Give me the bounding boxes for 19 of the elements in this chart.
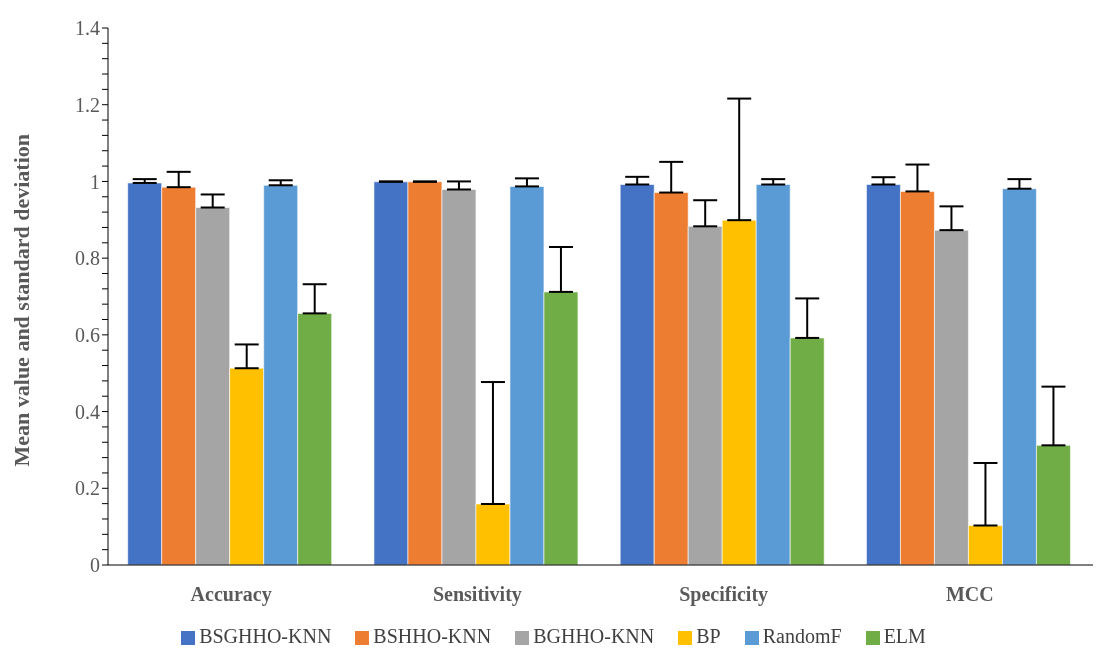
y-tick-label: 0.4 — [75, 400, 100, 423]
legend-label: BGHHO-KNN — [533, 625, 655, 647]
legend-label: BSGHHO-KNN — [199, 625, 332, 647]
legend-label: BSHHO-KNN — [373, 625, 492, 647]
y-tick-label: 0.8 — [75, 247, 100, 270]
y-tick-label: 1 — [90, 170, 100, 193]
x-tick-label: Sensitivity — [432, 583, 522, 607]
y-tick-label: 0 — [90, 554, 100, 577]
x-tick-label: Accuracy — [190, 583, 272, 607]
y-tick-label: 0.2 — [75, 477, 100, 500]
legend-label: RandomF — [762, 625, 842, 647]
y-tick-label: 1.2 — [75, 93, 100, 116]
legend-label: BP — [696, 625, 721, 647]
x-tick-label: MCC — [945, 583, 994, 606]
y-tick-label: 1.4 — [75, 17, 100, 40]
y-tick-label: 0.6 — [75, 323, 100, 346]
y-axis-title: Mean value and standard deviation — [8, 134, 34, 467]
legend-label: ELM — [883, 625, 926, 647]
x-tick-label: Specificity — [679, 583, 769, 607]
